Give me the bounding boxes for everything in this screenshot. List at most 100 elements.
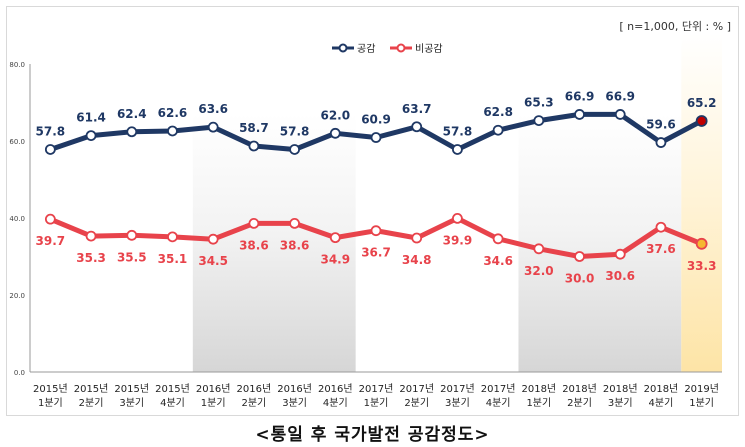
data-label: 38.6 <box>239 238 269 252</box>
x-tick-year: 2015년 <box>33 383 68 395</box>
data-label: 62.8 <box>483 105 513 119</box>
data-point <box>370 132 382 143</box>
x-tick-year: 2016년 <box>237 383 272 395</box>
data-label: 39.7 <box>36 234 66 248</box>
data-label: 61.4 <box>76 111 106 125</box>
data-point <box>452 212 463 224</box>
y-tick-label: 60.0 <box>9 138 25 146</box>
x-tick-quarter: 2분기 <box>241 397 266 409</box>
x-tick-year: 2016년 <box>318 383 353 395</box>
data-label: 60.9 <box>361 113 391 127</box>
data-label: 34.9 <box>320 253 350 267</box>
x-tick-year: 2015년 <box>114 383 149 395</box>
data-point <box>411 232 423 244</box>
shade-band-2016 <box>192 114 356 372</box>
x-tick-year: 2017년 <box>481 383 516 395</box>
data-label: 57.8 <box>36 124 66 138</box>
legend-marker-0 <box>338 43 348 53</box>
y-tick-label: 20.0 <box>9 292 25 300</box>
shade-band-2018 <box>518 114 682 372</box>
x-tick-quarter: 3분기 <box>282 397 307 409</box>
data-point <box>574 251 585 262</box>
data-label: 58.7 <box>239 121 269 135</box>
data-point <box>289 217 300 229</box>
data-point <box>452 144 463 155</box>
legend-label-0: 공감 <box>357 43 375 55</box>
x-tick-year: 2018년 <box>562 383 597 395</box>
x-tick-quarter: 4분기 <box>649 397 674 409</box>
data-point <box>248 140 260 152</box>
data-label: 32.0 <box>524 264 554 278</box>
data-point <box>167 125 178 137</box>
data-label: 63.6 <box>198 102 228 116</box>
data-point <box>207 233 219 245</box>
data-label: 63.7 <box>402 102 432 116</box>
highlight-band-2019 <box>681 34 722 372</box>
x-tick-year: 2018년 <box>521 383 556 395</box>
data-label: 33.3 <box>687 259 717 273</box>
x-tick-year: 2019년 <box>684 383 719 395</box>
data-label: 30.0 <box>565 272 595 286</box>
x-tick-quarter: 3분기 <box>119 397 144 409</box>
data-label: 38.6 <box>280 238 310 252</box>
data-point <box>614 248 626 260</box>
x-tick-quarter: 1분기 <box>364 397 389 409</box>
x-tick-quarter: 4분기 <box>323 397 348 409</box>
data-point <box>574 109 585 120</box>
x-tick-quarter: 2분기 <box>404 397 429 409</box>
x-tick-year: 2017년 <box>440 383 475 395</box>
legend-label-1: 비공감 <box>415 43 443 55</box>
data-point <box>44 144 56 155</box>
x-tick-quarter: 1분기 <box>526 397 551 409</box>
x-tick-quarter: 1분기 <box>201 397 226 409</box>
x-tick-year: 2015년 <box>74 383 109 395</box>
data-label: 65.3 <box>524 96 554 110</box>
data-point <box>533 115 545 126</box>
data-label: 65.2 <box>687 96 717 110</box>
data-point <box>85 130 97 142</box>
data-point <box>614 109 626 120</box>
x-tick-year: 2017년 <box>399 383 434 395</box>
data-label: 35.5 <box>117 250 147 264</box>
x-tick-quarter: 1분기 <box>38 397 63 409</box>
x-tick-quarter: 4분기 <box>160 397 185 409</box>
data-point <box>655 221 667 233</box>
sample-note: [ n=1,000, 단위 : % ] <box>619 20 731 33</box>
x-tick-year: 2017년 <box>359 383 394 395</box>
data-label: 37.6 <box>646 242 676 256</box>
data-point <box>655 137 667 148</box>
data-label: 66.9 <box>565 89 595 103</box>
data-label: 57.8 <box>443 124 473 138</box>
x-tick-year: 2018년 <box>603 383 638 395</box>
data-label: 36.7 <box>361 246 391 260</box>
data-point <box>207 121 219 133</box>
data-label: 35.3 <box>76 251 106 265</box>
x-tick-year: 2018년 <box>644 383 679 395</box>
data-point <box>126 229 138 241</box>
data-point <box>126 126 138 138</box>
data-label: 66.9 <box>605 89 635 103</box>
x-tick-quarter: 4분기 <box>486 397 511 409</box>
data-label: 35.1 <box>158 252 188 266</box>
data-point <box>492 233 504 245</box>
data-point <box>44 213 56 225</box>
data-label: 62.0 <box>320 108 350 122</box>
x-tick-quarter: 2분기 <box>79 397 104 409</box>
x-tick-quarter: 1분기 <box>689 397 714 409</box>
data-label: 62.6 <box>158 106 188 120</box>
data-point <box>329 232 341 244</box>
legend-marker-1 <box>396 43 406 53</box>
data-point <box>370 225 382 237</box>
chart-caption: <통일 후 국가발전 공감정도> <box>255 425 490 445</box>
data-point <box>329 127 341 139</box>
data-label: 34.6 <box>483 254 513 268</box>
x-tick-quarter: 3분기 <box>608 397 633 409</box>
data-point <box>533 243 545 255</box>
data-point <box>167 231 178 243</box>
y-tick-label: 40.0 <box>9 215 25 223</box>
data-label: 59.6 <box>646 118 676 132</box>
data-point <box>695 237 708 250</box>
data-point <box>289 144 300 155</box>
y-tick-label: 0.0 <box>14 369 25 377</box>
